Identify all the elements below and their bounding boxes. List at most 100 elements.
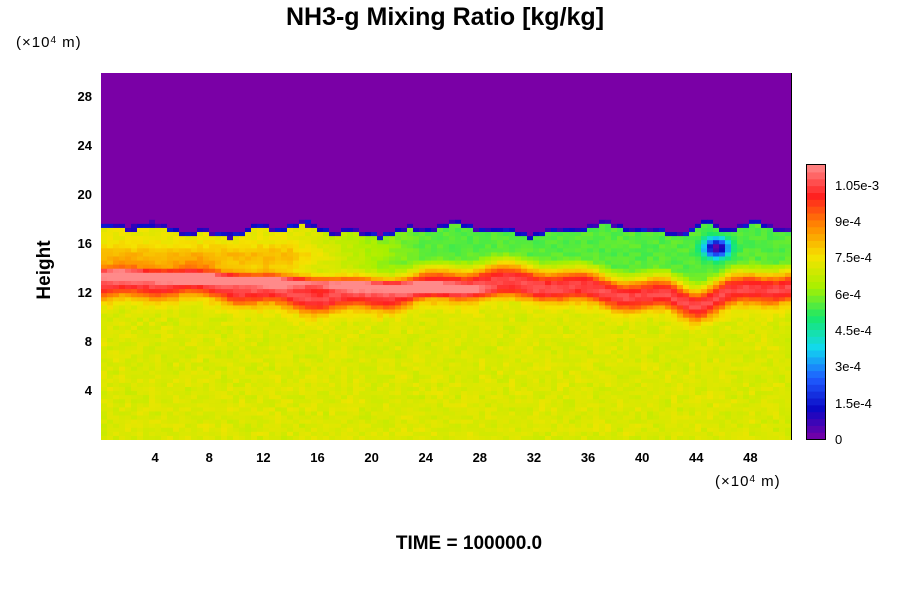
heatmap-cell bbox=[671, 244, 678, 249]
heatmap-cell bbox=[767, 191, 774, 196]
heatmap-cell bbox=[695, 232, 702, 237]
heatmap-cell bbox=[323, 183, 330, 188]
heatmap-cell bbox=[701, 81, 708, 86]
heatmap-cell bbox=[533, 77, 540, 82]
heatmap-cell bbox=[731, 203, 738, 209]
heatmap-cell bbox=[761, 138, 768, 143]
heatmap-cell bbox=[143, 158, 150, 164]
heatmap-cell bbox=[635, 179, 642, 184]
heatmap-cell bbox=[365, 77, 372, 82]
heatmap-cell bbox=[623, 138, 630, 143]
heatmap-cell bbox=[701, 162, 708, 168]
heatmap-cell bbox=[359, 73, 366, 78]
heatmap-cell bbox=[545, 170, 552, 176]
heatmap-cell bbox=[263, 219, 270, 225]
heatmap-cell bbox=[437, 236, 444, 241]
heatmap-cell bbox=[671, 203, 678, 209]
heatmap-cell bbox=[275, 121, 282, 127]
heatmap-cell bbox=[191, 73, 198, 78]
heatmap-cell bbox=[473, 195, 480, 200]
heatmap-cell bbox=[767, 81, 774, 86]
heatmap-cell bbox=[665, 121, 672, 127]
heatmap-cell bbox=[539, 105, 546, 111]
heatmap-cell bbox=[425, 203, 432, 209]
heatmap-cell bbox=[635, 211, 642, 217]
heatmap-cell bbox=[593, 146, 600, 151]
heatmap-cell bbox=[713, 154, 720, 160]
heatmap-cell bbox=[599, 166, 606, 172]
heatmap-cell bbox=[173, 154, 180, 160]
heatmap-cell bbox=[731, 191, 738, 196]
heatmap-cell bbox=[149, 191, 156, 196]
heatmap-cell bbox=[329, 134, 336, 139]
heatmap-cell bbox=[119, 223, 126, 229]
heatmap-cell bbox=[221, 244, 228, 249]
heatmap-cell bbox=[245, 248, 252, 253]
heatmap-cell bbox=[377, 232, 384, 237]
heatmap-cell bbox=[497, 105, 504, 111]
heatmap-cell bbox=[497, 170, 504, 176]
heatmap-cell bbox=[359, 150, 366, 156]
heatmap-cell bbox=[443, 93, 450, 98]
heatmap-cell bbox=[695, 101, 702, 107]
heatmap-cell bbox=[497, 223, 504, 229]
heatmap-cell bbox=[431, 77, 438, 82]
heatmap-cell bbox=[245, 150, 252, 156]
heatmap-cell bbox=[557, 236, 564, 241]
heatmap-cell bbox=[491, 195, 498, 200]
heatmap-cell bbox=[677, 170, 684, 176]
heatmap-cell bbox=[785, 81, 791, 86]
heatmap-cell bbox=[425, 227, 432, 233]
heatmap-cell bbox=[563, 134, 570, 139]
heatmap-cell bbox=[749, 73, 756, 78]
heatmap-cell bbox=[749, 126, 756, 131]
heatmap-cell bbox=[287, 174, 294, 180]
heatmap-cell bbox=[389, 138, 396, 143]
heatmap-cell bbox=[437, 121, 444, 127]
heatmap-cell bbox=[653, 183, 660, 188]
heatmap-cell bbox=[623, 236, 630, 241]
heatmap-cell bbox=[575, 154, 582, 160]
heatmap-cell bbox=[221, 126, 228, 131]
heatmap-cell bbox=[245, 179, 252, 184]
heatmap-cell bbox=[311, 244, 318, 249]
heatmap-cell bbox=[641, 89, 648, 94]
heatmap-cell bbox=[635, 77, 642, 82]
heatmap-cell bbox=[533, 232, 540, 237]
heatmap-cell bbox=[233, 227, 240, 233]
heatmap-cell bbox=[623, 113, 630, 119]
heatmap-cell bbox=[257, 207, 264, 213]
heatmap-cell bbox=[101, 219, 108, 225]
heatmap-cell bbox=[359, 191, 366, 196]
heatmap-cell bbox=[113, 203, 120, 209]
heatmap-cell bbox=[425, 187, 432, 192]
heatmap-cell bbox=[623, 142, 630, 147]
heatmap-cell bbox=[299, 109, 306, 115]
heatmap-cell bbox=[101, 191, 108, 196]
heatmap-cell bbox=[215, 244, 222, 249]
heatmap-cell bbox=[587, 134, 594, 139]
heatmap-cell bbox=[617, 170, 624, 176]
heatmap-cell bbox=[425, 142, 432, 147]
heatmap-cell bbox=[215, 117, 222, 123]
heatmap-cell bbox=[575, 179, 582, 184]
heatmap-cell bbox=[725, 203, 732, 209]
heatmap-cell bbox=[275, 187, 282, 192]
heatmap-cell bbox=[431, 162, 438, 168]
heatmap-cell bbox=[719, 154, 726, 160]
heatmap-cell bbox=[785, 174, 791, 180]
heatmap-cell bbox=[125, 187, 132, 192]
heatmap-cell bbox=[623, 150, 630, 156]
heatmap-cell bbox=[419, 244, 426, 249]
heatmap-cell bbox=[629, 85, 636, 90]
heatmap-cell bbox=[539, 162, 546, 168]
heatmap-cell bbox=[515, 138, 522, 143]
heatmap-cell bbox=[419, 93, 426, 98]
heatmap-cell bbox=[341, 158, 348, 164]
heatmap-cell bbox=[113, 219, 120, 225]
heatmap-cell bbox=[419, 199, 426, 204]
heatmap-cell bbox=[455, 142, 462, 147]
heatmap-cell bbox=[407, 121, 414, 127]
heatmap-cell bbox=[293, 179, 300, 184]
heatmap-cell bbox=[203, 117, 210, 123]
